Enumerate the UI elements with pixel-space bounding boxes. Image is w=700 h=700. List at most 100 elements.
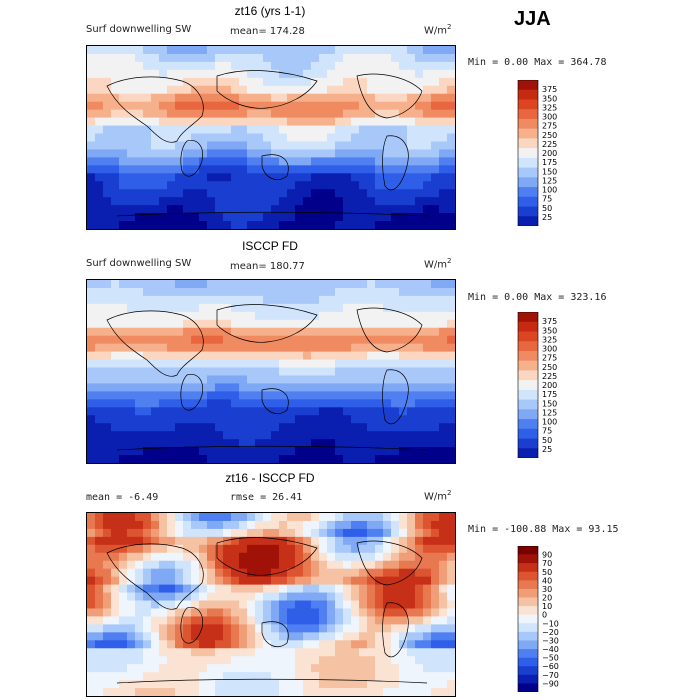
- map-0-cell: [87, 61, 96, 71]
- map-1-cell: [319, 375, 328, 384]
- panel-3-units: W/m2: [424, 489, 452, 503]
- map-1-cell: [407, 431, 416, 440]
- map-2-cell: [431, 624, 440, 633]
- map-0-cell: [223, 77, 232, 87]
- map-1-cell: [399, 431, 408, 440]
- map-1-cell: [87, 343, 96, 353]
- map-2-cell: [159, 600, 168, 609]
- map-1-cell: [207, 343, 216, 353]
- map-1-cell: [303, 295, 312, 305]
- map-1-cell: [103, 319, 112, 329]
- map-1-cell: [351, 335, 360, 345]
- map-0-cell: [407, 157, 416, 166]
- map-0-cell: [263, 125, 272, 135]
- map-0-cell: [231, 149, 240, 158]
- map-0-cell: [279, 133, 288, 142]
- map-0-cell: [423, 125, 432, 135]
- map-1-cell: [423, 303, 432, 313]
- map-0-cell: [311, 53, 320, 63]
- map-1-cell: [383, 327, 392, 337]
- map-1-cell: [215, 359, 224, 369]
- map-2-cell: [327, 584, 336, 594]
- map-0-cell: [351, 141, 360, 150]
- map-2-cell: [95, 536, 104, 546]
- map-1-cell: [447, 375, 455, 384]
- map-2-cell: [287, 608, 296, 617]
- map-2-cell: [407, 672, 416, 681]
- map-1-cell: [279, 423, 288, 432]
- map-2-cell: [335, 648, 344, 657]
- map-1-cell: [359, 295, 368, 305]
- map-0-cell: [295, 77, 304, 87]
- map-0-cell: [343, 53, 352, 63]
- map-2-cell: [359, 552, 368, 562]
- map-0-cell: [183, 93, 192, 103]
- map-0-cell: [431, 77, 440, 87]
- map-1-cell: [391, 375, 400, 384]
- map-2-cell: [175, 616, 184, 625]
- map-2-cell: [239, 544, 248, 554]
- map-1-cell: [295, 303, 304, 313]
- map-0-cell: [303, 61, 312, 71]
- map-2-cell: [223, 576, 232, 586]
- map-0-cell: [151, 157, 160, 166]
- map-0-cell: [391, 173, 400, 182]
- map-0-cell: [343, 46, 352, 55]
- map-0-cell: [359, 101, 368, 111]
- map-1-cell: [175, 447, 184, 456]
- map-0-cell: [415, 165, 424, 174]
- map-2-cell: [223, 688, 232, 696]
- map-0-cell: [359, 117, 368, 127]
- map-2-cell: [335, 600, 344, 609]
- map-1-cell: [175, 383, 184, 392]
- map-1-cell: [263, 431, 272, 440]
- map-0-coastline: [106, 76, 204, 143]
- map-2-cell: [159, 656, 168, 665]
- map-1-cell: [439, 303, 448, 313]
- map-2-cell: [319, 656, 328, 665]
- map-0-cell: [319, 117, 328, 127]
- map-0-cell: [159, 61, 168, 71]
- map-1-cell: [367, 399, 376, 408]
- map-1-cell: [135, 335, 144, 345]
- map-2-cell: [183, 600, 192, 609]
- map-1-cell: [311, 423, 320, 432]
- map-2-cell: [223, 584, 232, 594]
- map-0-cell: [103, 189, 112, 198]
- map-0-cell: [199, 181, 208, 190]
- map-2-cell: [311, 552, 320, 562]
- map-1-cell: [191, 399, 200, 408]
- map-1-cell: [431, 359, 440, 369]
- map-1-cell: [279, 303, 288, 313]
- map-1-cell: [127, 367, 136, 376]
- map-2-cell: [295, 656, 304, 665]
- map-0-cell: [271, 213, 280, 222]
- map-0-cell: [175, 173, 184, 182]
- map-2-cell: [311, 680, 320, 689]
- map-1-cell: [119, 335, 128, 345]
- map-1-cell: [159, 343, 168, 353]
- map-2-cell: [399, 520, 408, 530]
- map-0-cell: [231, 157, 240, 166]
- map-1-cell: [191, 423, 200, 432]
- map-1-cell: [119, 423, 128, 432]
- map-1-cell: [199, 423, 208, 432]
- map-2-cell: [383, 544, 392, 554]
- map-1-cell: [367, 359, 376, 369]
- map-0-cell: [375, 213, 384, 222]
- map-0-cell: [215, 85, 224, 95]
- map-2-cell: [359, 584, 368, 594]
- map-2-cell: [159, 584, 168, 594]
- map-2-cell: [335, 616, 344, 625]
- map-1-cell: [247, 327, 256, 337]
- map-0-cell: [175, 221, 184, 229]
- map-0-cell: [143, 93, 152, 103]
- map-2-cell: [247, 576, 256, 586]
- map-1-cell: [87, 439, 96, 448]
- map-1-cell: [295, 455, 304, 463]
- map-1-cell: [279, 399, 288, 408]
- map-1-cell: [391, 359, 400, 369]
- map-1-cell: [199, 399, 208, 408]
- map-1-cell: [303, 280, 312, 289]
- map-0-cell: [287, 197, 296, 206]
